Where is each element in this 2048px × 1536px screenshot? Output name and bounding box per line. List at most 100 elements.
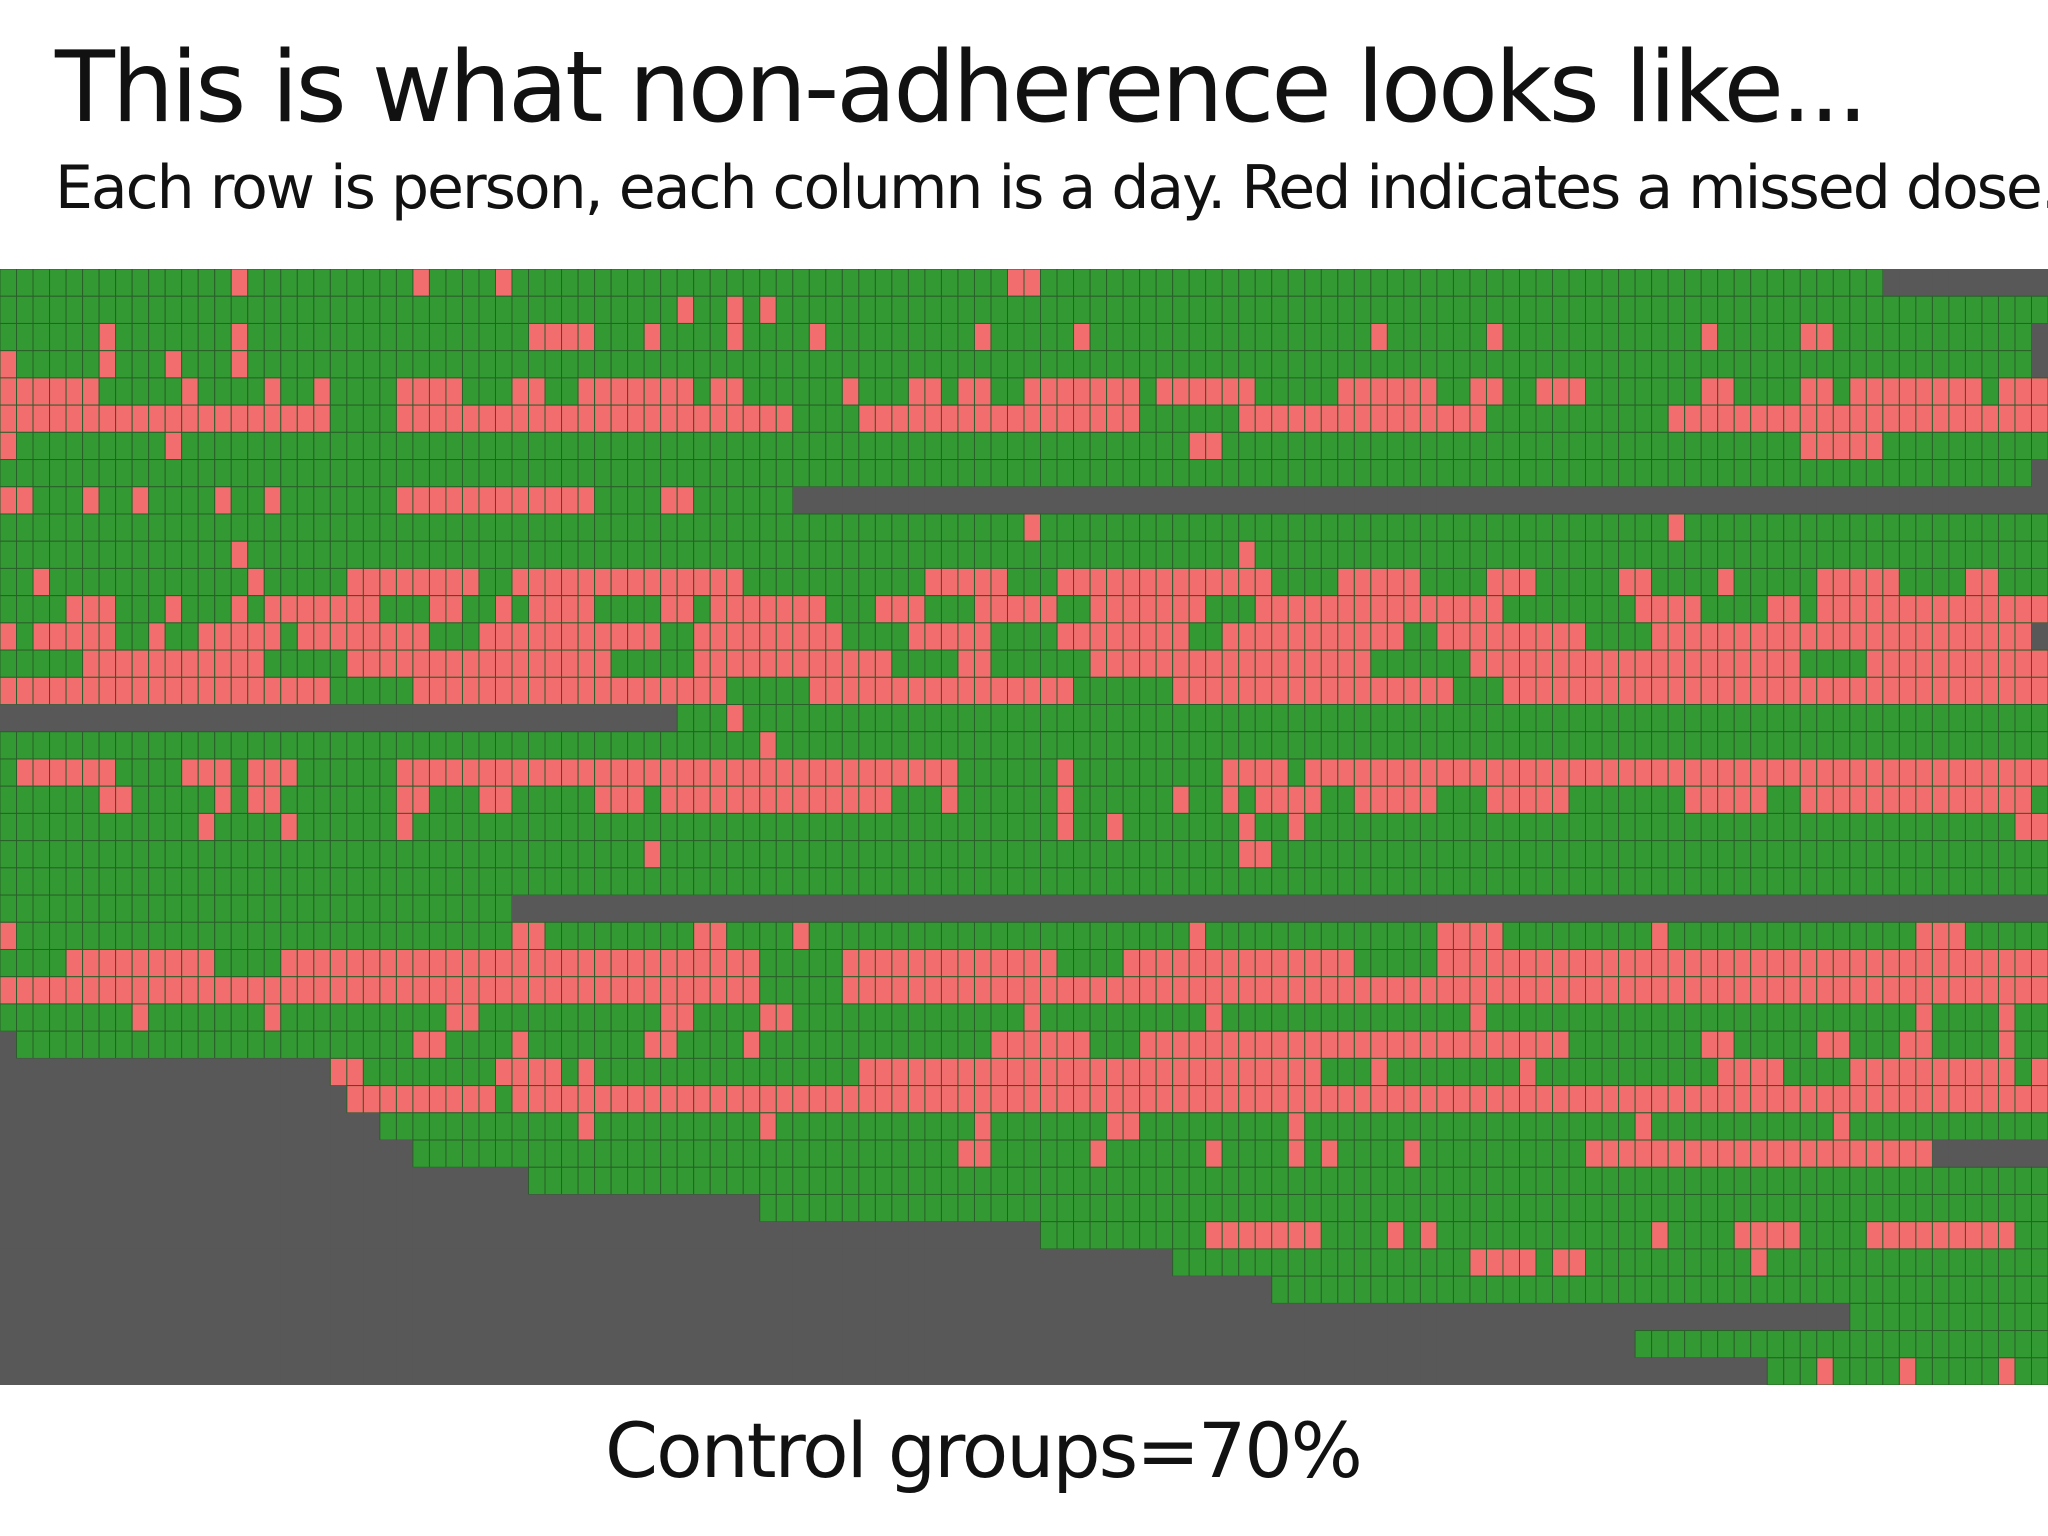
person-row	[0, 704, 2048, 733]
day-cell-taken	[230, 840, 249, 869]
day-cell-taken	[247, 1003, 265, 1032]
day-cell-taken	[1304, 812, 1322, 842]
day-cell-missed	[577, 976, 596, 1005]
day-cell-taken	[263, 649, 282, 678]
day-cell-missed	[528, 676, 546, 706]
day-cell-taken	[957, 295, 976, 324]
day-cell-taken	[1304, 1139, 1322, 1168]
day-cell-taken	[1882, 867, 1900, 896]
day-cell-taken	[65, 785, 84, 814]
day-cell-missed	[676, 785, 695, 814]
day-cell-taken	[1948, 1003, 1966, 1032]
day-cell-missed	[528, 1057, 546, 1087]
day-cell-no-data	[247, 1112, 265, 1141]
day-cell-taken	[1502, 540, 1521, 569]
day-cell-taken	[1469, 867, 1488, 896]
day-cell-missed	[1122, 622, 1141, 651]
day-cell-no-data	[1073, 1248, 1091, 1277]
day-cell-missed	[1766, 595, 1785, 624]
day-cell-missed	[1205, 976, 1223, 1005]
day-cell-taken	[808, 976, 827, 1005]
day-cell-no-data	[1800, 486, 1817, 515]
day-cell-missed	[1518, 1085, 1537, 1114]
day-cell-taken	[1172, 1166, 1190, 1196]
day-cell-taken	[1816, 840, 1834, 869]
day-cell-taken	[1667, 1248, 1686, 1277]
day-cell-missed	[858, 976, 876, 1005]
day-cell-taken	[1436, 1275, 1454, 1304]
day-cell-missed	[660, 676, 678, 706]
day-cell-no-data	[528, 1221, 546, 1249]
day-cell-no-data	[1222, 486, 1239, 515]
day-cell-missed	[775, 1085, 794, 1114]
day-cell-taken	[2030, 1030, 2048, 1059]
day-cell-missed	[1221, 676, 1240, 706]
day-cell-no-data	[792, 1276, 810, 1304]
day-cell-no-data	[148, 1058, 166, 1086]
day-cell-taken	[1106, 269, 1124, 297]
day-cell-taken	[825, 1030, 843, 1059]
day-cell-taken	[296, 785, 315, 814]
day-cell-taken	[1172, 513, 1190, 542]
day-cell-taken	[1766, 350, 1785, 379]
day-cell-missed	[511, 758, 530, 787]
day-cell-missed	[362, 948, 381, 978]
day-cell-taken	[379, 676, 397, 706]
day-cell-taken	[1271, 269, 1289, 297]
day-cell-taken	[1436, 1166, 1454, 1196]
day-cell-no-data	[759, 1248, 777, 1277]
day-cell-taken	[2014, 431, 2033, 461]
day-cell-missed	[1023, 976, 1042, 1005]
day-cell-taken	[1188, 731, 1207, 760]
day-cell-missed	[1386, 976, 1405, 1005]
day-cell-taken	[1601, 567, 1620, 597]
day-cell-no-data	[594, 1221, 612, 1249]
day-cell-missed	[1518, 948, 1537, 978]
day-cell-taken	[874, 513, 893, 542]
day-cell-taken	[1469, 1057, 1488, 1087]
day-cell-taken	[1783, 350, 1801, 379]
day-cell-missed	[1618, 567, 1636, 597]
day-cell-no-data	[280, 1303, 298, 1331]
day-cell-missed	[775, 758, 794, 787]
day-cell-taken	[1552, 540, 1570, 569]
day-cell-no-data	[346, 1112, 364, 1141]
day-cell-no-data	[33, 1303, 50, 1331]
day-cell-no-data	[99, 1058, 116, 1086]
day-cell-taken	[1122, 322, 1141, 352]
day-cell-taken	[825, 513, 843, 542]
day-cell-missed	[296, 622, 315, 651]
day-cell-missed	[1271, 785, 1289, 814]
day-cell-taken	[660, 867, 678, 896]
day-cell-no-data	[924, 486, 942, 515]
day-cell-missed	[197, 758, 216, 787]
day-cell-taken	[461, 295, 480, 324]
day-cell-taken	[329, 486, 348, 515]
day-cell-taken	[1106, 758, 1124, 787]
day-cell-taken	[1667, 1112, 1686, 1141]
day-cell-missed	[594, 567, 612, 597]
day-cell-missed	[230, 676, 249, 706]
day-cell-taken	[1585, 785, 1603, 814]
day-cell-taken	[1865, 731, 1884, 760]
day-cell-no-data	[214, 1112, 232, 1141]
day-cell-taken	[428, 1003, 447, 1032]
day-cell-missed	[1964, 948, 1983, 978]
day-cell-no-data	[1552, 1303, 1570, 1331]
day-cell-missed	[1469, 758, 1488, 787]
day-cell-missed	[1073, 1085, 1091, 1114]
day-cell-taken	[1023, 840, 1042, 869]
day-cell-missed	[1915, 948, 1933, 978]
day-cell-taken	[379, 785, 397, 814]
day-cell-missed	[957, 622, 976, 651]
day-cell-taken	[1337, 1248, 1355, 1277]
day-cell-missed	[643, 1085, 662, 1114]
day-cell-no-data	[776, 1221, 793, 1249]
day-cell-taken	[1304, 731, 1322, 760]
day-cell-taken	[1238, 269, 1256, 297]
day-cell-taken	[1568, 431, 1587, 461]
day-cell-taken	[2014, 704, 2033, 733]
day-cell-taken	[825, 595, 843, 624]
day-cell-taken	[131, 894, 150, 923]
day-cell-missed	[660, 758, 678, 787]
